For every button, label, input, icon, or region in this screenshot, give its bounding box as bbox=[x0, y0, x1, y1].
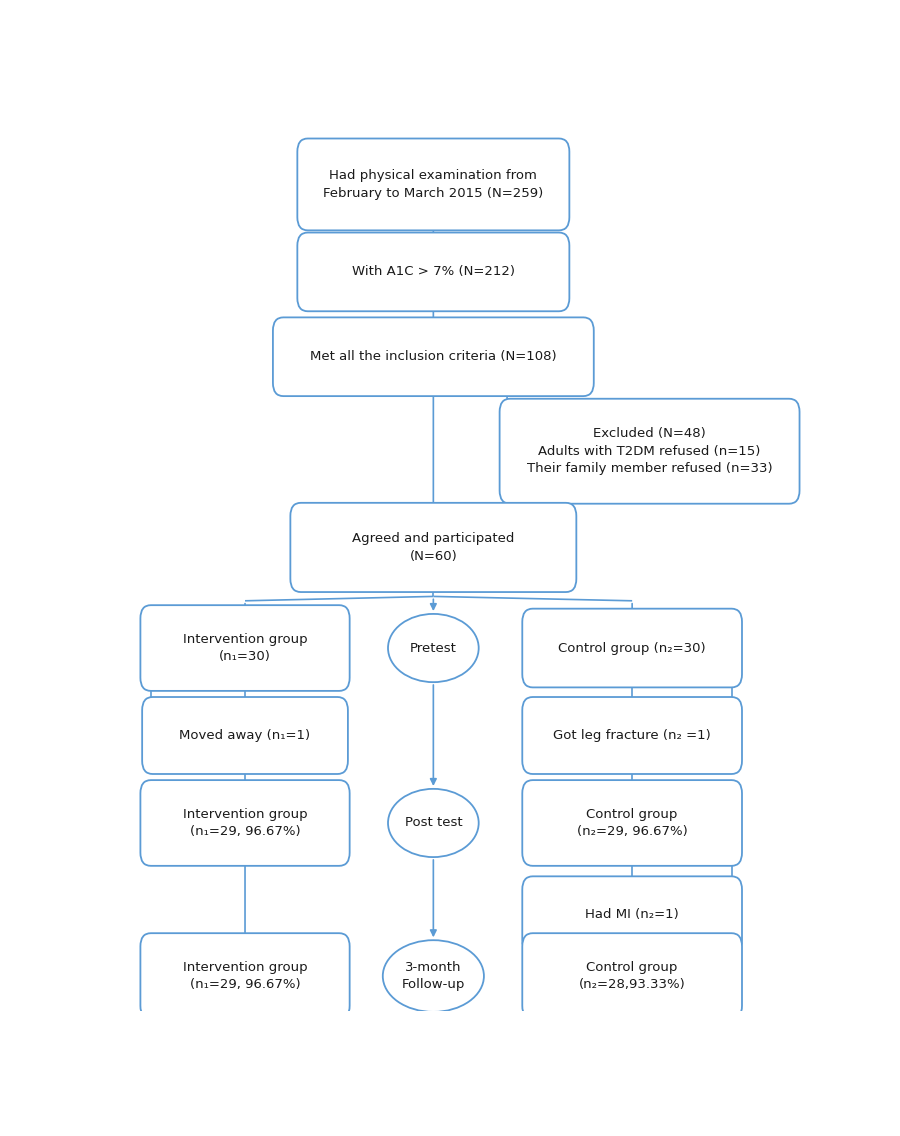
Text: Had MI (n₂=1): Had MI (n₂=1) bbox=[585, 909, 679, 921]
FancyBboxPatch shape bbox=[522, 876, 742, 953]
Text: Control group
(n₂=29, 96.67%): Control group (n₂=29, 96.67%) bbox=[577, 808, 688, 838]
FancyBboxPatch shape bbox=[522, 698, 742, 774]
FancyBboxPatch shape bbox=[273, 317, 594, 396]
Text: Control group (n₂=30): Control group (n₂=30) bbox=[558, 642, 706, 654]
FancyBboxPatch shape bbox=[522, 933, 742, 1019]
Text: Intervention group
(n₁=30): Intervention group (n₁=30) bbox=[183, 633, 307, 663]
Text: Intervention group
(n₁=29, 96.67%): Intervention group (n₁=29, 96.67%) bbox=[183, 961, 307, 992]
Ellipse shape bbox=[388, 613, 479, 682]
Text: Post test: Post test bbox=[404, 817, 463, 829]
Text: Intervention group
(n₁=29, 96.67%): Intervention group (n₁=29, 96.67%) bbox=[183, 808, 307, 838]
Text: Met all the inclusion criteria (N=108): Met all the inclusion criteria (N=108) bbox=[310, 350, 557, 364]
Ellipse shape bbox=[382, 941, 484, 1012]
FancyBboxPatch shape bbox=[140, 780, 349, 866]
Text: Got leg fracture (n₂ =1): Got leg fracture (n₂ =1) bbox=[554, 729, 711, 742]
FancyBboxPatch shape bbox=[522, 609, 742, 687]
FancyBboxPatch shape bbox=[297, 233, 570, 311]
FancyBboxPatch shape bbox=[500, 399, 799, 503]
Text: Control group
(n₂=28,93.33%): Control group (n₂=28,93.33%) bbox=[579, 961, 686, 992]
FancyBboxPatch shape bbox=[140, 933, 349, 1019]
FancyBboxPatch shape bbox=[297, 139, 570, 231]
FancyBboxPatch shape bbox=[522, 780, 742, 866]
Text: Had physical examination from
February to March 2015 (N=259): Had physical examination from February t… bbox=[323, 169, 544, 200]
FancyBboxPatch shape bbox=[291, 503, 576, 592]
Text: 3-month
Follow-up: 3-month Follow-up bbox=[401, 961, 465, 992]
Text: Pretest: Pretest bbox=[410, 642, 457, 654]
Text: Agreed and participated
(N=60): Agreed and participated (N=60) bbox=[352, 532, 515, 562]
Text: Excluded (N=48)
Adults with T2DM refused (n=15)
Their family member refused (n=3: Excluded (N=48) Adults with T2DM refused… bbox=[526, 427, 772, 475]
FancyBboxPatch shape bbox=[142, 698, 348, 774]
Text: Moved away (n₁=1): Moved away (n₁=1) bbox=[179, 729, 310, 742]
Text: With A1C > 7% (N=212): With A1C > 7% (N=212) bbox=[352, 266, 515, 278]
FancyBboxPatch shape bbox=[140, 605, 349, 691]
Ellipse shape bbox=[388, 788, 479, 857]
